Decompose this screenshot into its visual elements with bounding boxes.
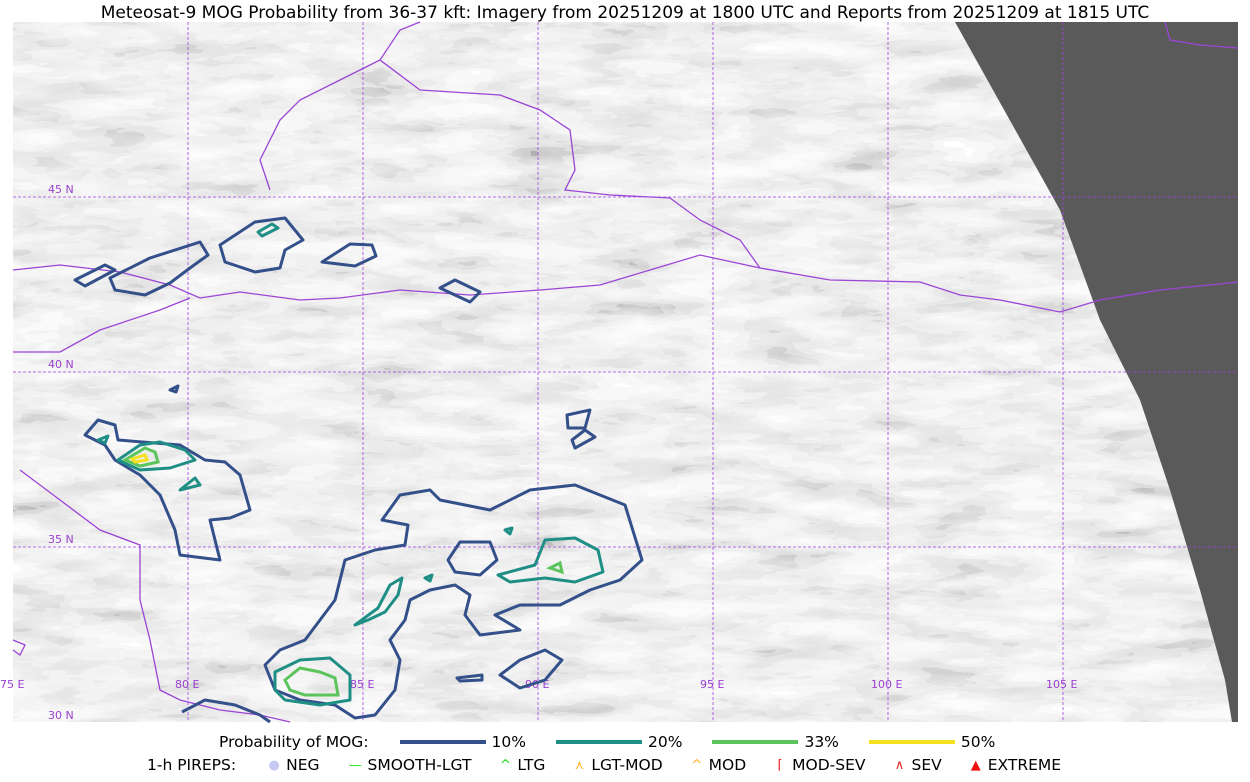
legend-swatch-10 [399,740,486,744]
grid-labels: 75 E 80 E 85 E 90 E 95 E 100 E 105 E 45 … [0,183,1077,722]
lon-label: 105 E [1046,678,1077,691]
lat-label: 40 N [48,358,74,371]
legend-swatch-33 [712,740,799,744]
probability-legend-label: Probability of MOG: [219,733,369,751]
legend-level-label: 10% [491,733,526,751]
pirep-label: SMOOTH-LGT [367,756,472,774]
contours-50pct [129,453,150,464]
caret-icon: ^ [691,757,703,773]
legend-swatch-20 [556,740,642,744]
pirep-label: LGT-MOD [591,756,663,774]
no-data-region [955,22,1238,722]
lat-label: 35 N [48,533,74,546]
grid-lines [13,22,1238,722]
double-caret-bar-icon: ⌈ [777,757,783,773]
pirep-label: SEV [911,756,942,774]
lat-label: 30 N [48,709,74,722]
pirep-label: LTG [517,756,546,774]
borders [12,21,1239,723]
pireps-legend: 1-h PIREPS: ● NEG — SMOOTH-LGT ^ LTG ⋏ L… [147,756,1061,774]
lon-label: 75 E [0,678,24,691]
pirep-label: MOD-SEV [792,756,866,774]
pirep-label: MOD [708,756,747,774]
pirep-label: NEG [286,756,320,774]
legend-level-label: 50% [960,733,996,751]
caret-icon: ^ [499,757,511,773]
legend-swatch-50 [868,740,955,744]
lon-label: 80 E [175,678,199,691]
filled-triangle-icon: ▲ [970,757,981,773]
contours-33pct [121,446,565,697]
pireps-legend-label: 1-h PIREPS: [147,756,237,774]
lat-label: 45 N [48,183,74,196]
double-caret-icon: ∧ [894,757,905,773]
lon-label: 95 E [700,678,724,691]
line-icon: — [349,757,363,773]
legend-level-label: 20% [648,733,683,751]
lon-label: 85 E [350,678,374,691]
caret-bar-icon: ⋏ [574,757,585,773]
contours-10pct [73,216,644,724]
legend-level-label: 33% [804,733,839,751]
lon-label: 100 E [871,678,902,691]
satellite-map: 75 E 80 E 85 E 90 E 95 E 100 E 105 E 45 … [0,21,1239,724]
chart-title: Meteosat-9 MOG Probability from 36-37 kf… [100,3,1150,23]
contours-20pct [96,222,605,707]
probability-legend: Probability of MOG: 10% 20% 33% 50% [219,733,995,751]
pirep-label: EXTREME [987,756,1062,774]
neg-circle-icon: ● [268,757,280,773]
